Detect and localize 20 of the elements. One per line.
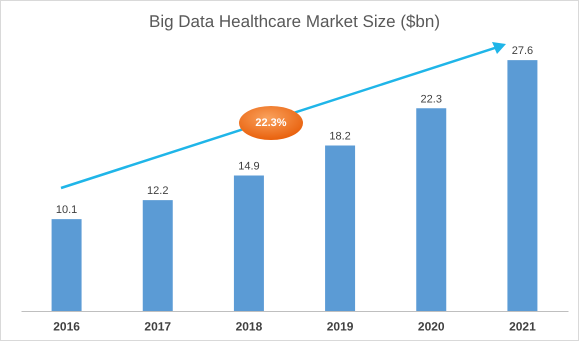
data-label: 18.2 bbox=[329, 130, 351, 143]
x-tick-label: 2021 bbox=[509, 320, 536, 334]
x-tick-label: 2018 bbox=[236, 320, 263, 334]
bar bbox=[325, 146, 356, 311]
annotation: 22.3% bbox=[255, 117, 287, 129]
data-label: 10.1 bbox=[56, 204, 78, 216]
bar bbox=[507, 60, 538, 311]
x-tick-label: 2020 bbox=[418, 320, 445, 334]
bar bbox=[52, 219, 82, 311]
data-label: 14.9 bbox=[238, 160, 260, 173]
bar bbox=[234, 176, 264, 311]
x-tick-label: 2019 bbox=[326, 320, 354, 334]
chart-title: Big Data Healthcare Market Size ($bn) bbox=[148, 12, 440, 31]
bar bbox=[142, 200, 173, 311]
bar bbox=[416, 108, 446, 311]
data-label: 22.3 bbox=[420, 93, 442, 106]
x-tick-label: 2017 bbox=[144, 320, 172, 334]
x-tick-label: 2016 bbox=[53, 320, 80, 334]
data-label: 12.2 bbox=[147, 185, 168, 198]
data-label: 27.6 bbox=[512, 45, 534, 58]
